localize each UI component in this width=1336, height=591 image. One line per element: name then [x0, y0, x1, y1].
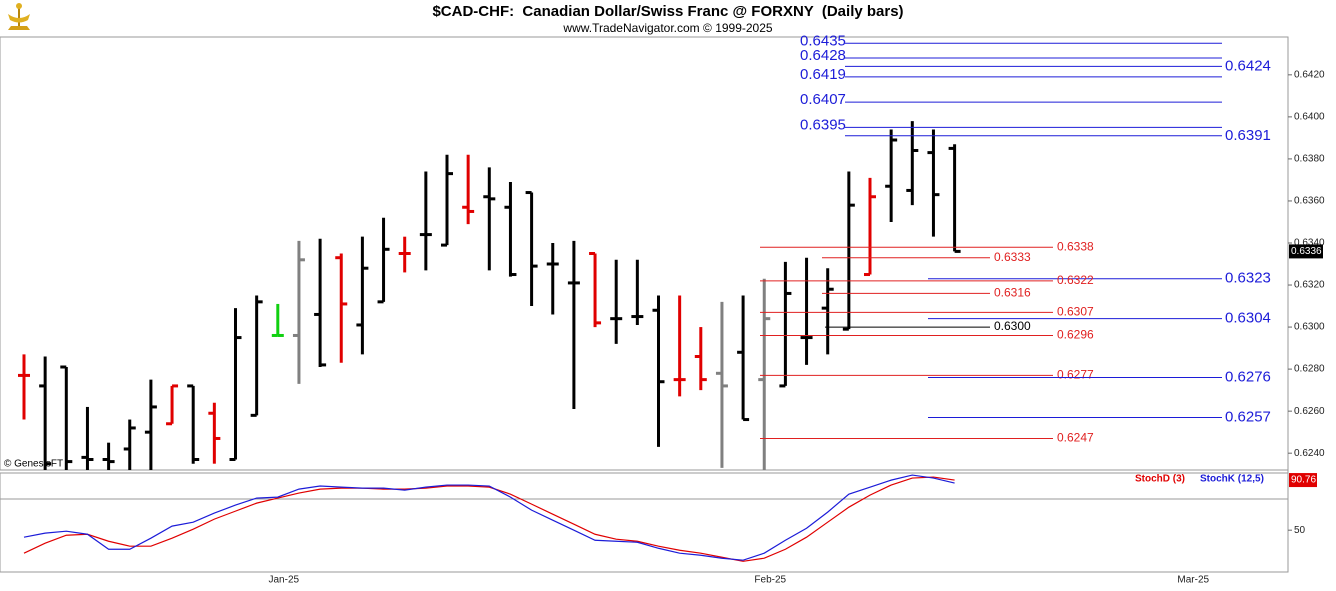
y-tick-label: 0.6320: [1294, 280, 1325, 291]
legend-entry: StochK (12,5): [1200, 474, 1264, 485]
y-tick-label: 0.6380: [1294, 154, 1325, 165]
level-label: 0.6395: [800, 116, 846, 133]
level-label: 0.6428: [800, 47, 846, 64]
value-label: 90.76: [1291, 475, 1316, 486]
level-label: 0.6247: [1057, 431, 1094, 445]
level-label: 0.6338: [1057, 239, 1094, 253]
x-tick-label: Mar-25: [1177, 575, 1209, 586]
level-label: 0.6333: [994, 250, 1031, 264]
y-tick-label: 0.6240: [1294, 448, 1325, 459]
level-label: 0.6257: [1225, 408, 1271, 425]
x-tick-label: Feb-25: [754, 575, 786, 586]
watermark: © GenesisFT: [4, 459, 63, 470]
last-price-box: [1289, 244, 1323, 259]
level-label: 0.6296: [1057, 328, 1094, 342]
level-label: 0.6322: [1057, 273, 1094, 287]
level-label: 0.6307: [1057, 305, 1094, 319]
chart-title: $CAD-CHF: Canadian Dollar/Swiss Franc @ …: [432, 3, 903, 20]
level-label: 0.6323: [1225, 270, 1271, 287]
y-tick-label: 0.6400: [1294, 112, 1325, 123]
price-plot: [18, 121, 961, 470]
level-label: 0.6391: [1225, 127, 1271, 144]
last-price-label: 0.6336: [1291, 246, 1322, 257]
y2-tick-label: 50: [1294, 525, 1306, 536]
level-label: 0.6300: [994, 319, 1031, 333]
y-tick-label: 0.6420: [1294, 69, 1325, 80]
y-tick-label: 0.6260: [1294, 406, 1325, 417]
level-label: 0.6424: [1225, 57, 1271, 74]
level-label: 0.6419: [800, 66, 846, 83]
legend-entry: StochD (3): [1135, 474, 1185, 485]
level-label: 0.6277: [1057, 368, 1094, 382]
level-label: 0.6435: [800, 32, 846, 49]
level-label: 0.6316: [994, 286, 1031, 300]
y-tick-label: 0.6280: [1294, 364, 1325, 375]
y-tick-label: 0.6300: [1294, 322, 1325, 333]
x-tick-label: Jan-25: [269, 575, 300, 586]
stoch-line: [23, 476, 955, 562]
y-tick-label: 0.6340: [1294, 238, 1325, 249]
y-tick-label: 0.6360: [1294, 196, 1325, 207]
stoch-plot: [23, 474, 955, 562]
logo: [8, 3, 30, 30]
level-label: 0.6407: [800, 91, 846, 108]
value-label-box: [1289, 473, 1317, 488]
level-label: 0.6276: [1225, 368, 1271, 385]
stoch-line: [23, 474, 955, 561]
chart-subtitle: www.TradeNavigator.com © 1999-2025: [562, 21, 772, 35]
level-label: 0.6304: [1225, 310, 1271, 327]
